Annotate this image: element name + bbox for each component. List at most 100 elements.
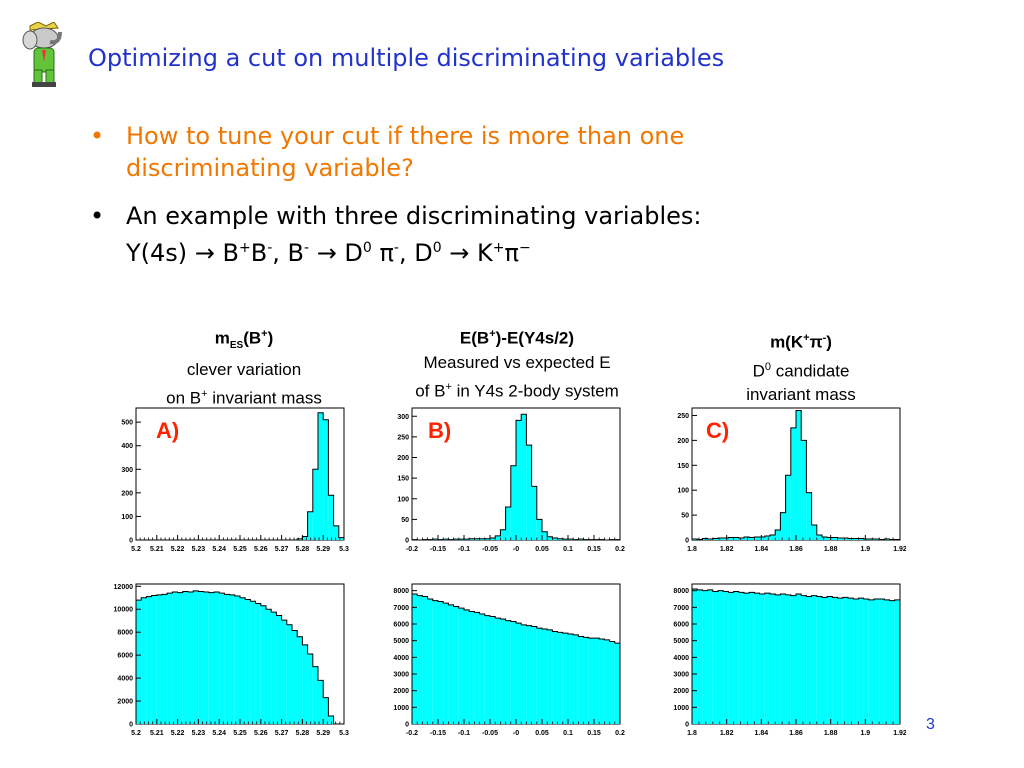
histogram-bin (697, 589, 703, 724)
histogram-bin (531, 626, 537, 724)
y-tick-label: 12000 (114, 584, 134, 591)
x-tick-label: 1.86 (789, 730, 803, 737)
caption-b-line3: of B+ in Y4s 2-body system (415, 380, 619, 401)
y-tick-label: 2000 (393, 688, 409, 695)
histogram-bin (167, 593, 173, 724)
histogram-bin (234, 596, 240, 724)
histogram-bin (323, 419, 329, 540)
histogram-bin (837, 598, 843, 724)
histogram-bin (832, 597, 838, 724)
histogram-bin (136, 600, 142, 724)
y-tick-label: 250 (677, 413, 689, 420)
histogram-bin (536, 628, 542, 724)
histogram-bin (255, 603, 261, 724)
histogram-bin (785, 475, 791, 540)
histogram-bin (208, 592, 214, 724)
x-tick-label: 1.84 (755, 730, 769, 737)
y-tick-label: 300 (121, 467, 133, 474)
histogram-bin (733, 537, 739, 540)
y-tick-label: 4000 (393, 655, 409, 662)
histogram-bin (266, 609, 272, 724)
histogram-bin (749, 537, 755, 540)
bullet-example: • An example with three discriminating v… (88, 200, 848, 269)
histogram-bin (759, 537, 765, 540)
y-tick-label: 250 (397, 434, 409, 441)
x-tick-label: 0.15 (587, 546, 601, 553)
histogram-bin (879, 599, 885, 724)
x-tick-label: 0.05 (535, 730, 549, 737)
histogram-bin (894, 599, 900, 724)
histogram-bin (848, 598, 854, 724)
histogram-bin (702, 590, 708, 724)
histogram-bin (245, 599, 251, 724)
x-tick-label: -0 (513, 546, 519, 553)
y-tick-label: 100 (121, 514, 133, 521)
histogram-bin (754, 593, 760, 724)
histogram-bin (443, 603, 449, 724)
histogram-bin (806, 596, 812, 724)
histogram-bin (594, 638, 600, 724)
histogram-bin (848, 538, 854, 540)
histogram-bin (469, 538, 475, 540)
histogram-bin (764, 536, 770, 540)
histogram-bin (260, 605, 266, 724)
y-tick-label: 8000 (117, 630, 133, 637)
histogram-bin (458, 608, 464, 724)
histogram-bin (214, 592, 220, 724)
x-tick-label: 1.92 (893, 546, 906, 553)
histogram-bin (469, 611, 475, 724)
histogram-bin (614, 643, 620, 724)
histogram-bin (464, 609, 470, 724)
histogram-bin (521, 414, 527, 540)
x-tick-label: 1.82 (720, 730, 734, 737)
histogram-bin (297, 538, 303, 540)
y-tick-label: 6000 (673, 622, 689, 629)
plot-label-c: C) (706, 418, 730, 443)
histogram-bin (588, 638, 594, 724)
histogram-bin (302, 536, 308, 540)
y-tick-label: 150 (397, 476, 409, 483)
histogram-bin (156, 594, 162, 724)
histogram-bin (432, 600, 438, 724)
bullet-example-line1: An example with three discriminating var… (126, 202, 702, 230)
histogram-bin (790, 427, 796, 540)
histogram-bin (318, 680, 324, 724)
x-tick-label: 5.22 (171, 546, 185, 553)
y-tick-label: 0 (405, 722, 409, 729)
histogram-bin (827, 537, 833, 540)
x-tick-label: -0.2 (406, 730, 418, 737)
histogram-bin (723, 538, 729, 540)
histogram-bin (806, 492, 812, 540)
histogram-bin (453, 606, 459, 724)
histogram-bin (417, 595, 423, 724)
y-tick-label: 0 (685, 538, 689, 545)
page-number: 3 (926, 716, 935, 733)
y-tick-label: 0 (685, 722, 689, 729)
histogram-bin (780, 594, 786, 724)
histogram-bin (312, 469, 318, 540)
y-tick-label: 400 (121, 443, 133, 450)
y-tick-label: 200 (677, 438, 689, 445)
histogram-b-background: -0.2 -0.15 -0.1 -0.05 -0 0.05 0.1 0.15 0.2 1000 20… (380, 580, 626, 738)
histogram-bin (286, 624, 292, 724)
histogram-bin (333, 525, 339, 540)
y-tick-label: 4000 (117, 676, 133, 683)
histogram-bin (146, 596, 152, 724)
x-tick-label: -0.15 (430, 546, 446, 553)
histogram-bin (816, 596, 822, 724)
histogram-bin (412, 594, 418, 724)
histogram-bin (754, 537, 760, 540)
histogram-bin (484, 615, 490, 724)
y-tick-label: 100 (677, 488, 689, 495)
x-tick-label: 1.8 (687, 546, 697, 553)
histogram-bin (599, 639, 605, 724)
histogram-bin (229, 594, 235, 724)
histogram-bin (495, 618, 501, 724)
histogram-bin (526, 625, 532, 724)
bullet-dot: • (90, 202, 105, 230)
x-tick-label: 1.86 (789, 546, 803, 553)
histogram-bin (490, 616, 496, 724)
histogram-bin (816, 535, 822, 540)
histogram-c-background: 1.8 1.82 1.84 1.86 1.88 1.9 1.92 1000 2000 3000 40… (660, 580, 906, 738)
x-tick-label: 5.29 (316, 730, 330, 737)
